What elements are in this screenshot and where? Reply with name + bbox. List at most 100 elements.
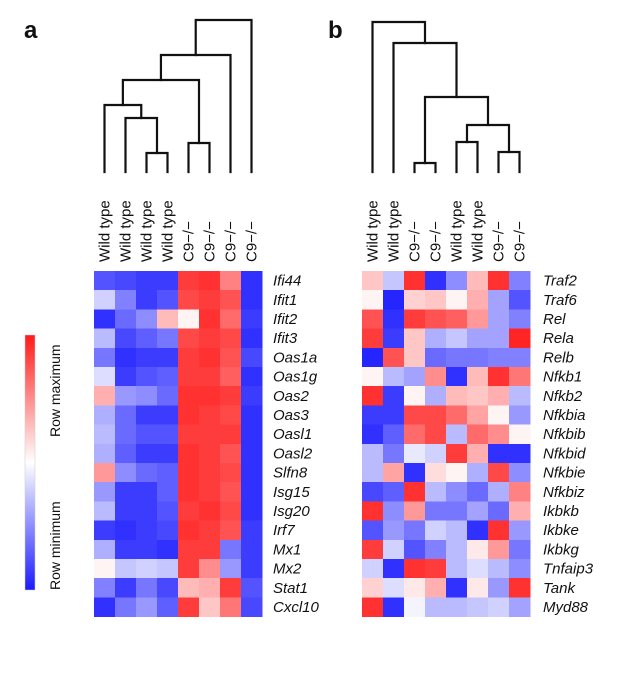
heatmap-cell-ikbke-col-5 [446,520,468,541]
heatmap-cell-ifit3-col-1 [94,328,116,349]
heatmap-cell-ifit3-col-7 [220,328,242,349]
heatmap-cell-nfkb2-col-6 [467,386,489,406]
heatmap-cell-stat1-col-7 [220,578,242,598]
heatmap-cell-tank-col-8 [509,578,531,598]
heatmap-cell-ikbke-col-2 [383,520,405,541]
heatmap-cell-ifit3-col-3 [136,328,158,349]
heatmap-cell-ikbkb-col-1 [362,501,384,521]
heatmap-cell-isg20-col-5 [178,501,200,521]
heatmap-cell-relb-col-2 [383,347,405,368]
heatmap-cell-tank-col-4 [425,578,447,598]
gene-label-irf7: Irf7 [273,522,295,539]
heatmap-cell-ifit3-col-2 [115,328,137,349]
heatmap-cell-nfkbib-col-2 [383,424,405,445]
gene-labels-a: Ifi44 Ifit1 Ifit2 Ifit3 Oas1a Oas1g Oas2 Oas3 Oa… [273,273,320,616]
gene-label-traf6: Traf6 [543,292,578,309]
gene-label-nfkbia: Nfkbia [543,407,586,424]
heatmap-cell-nfkbib-col-5 [446,424,468,445]
heatmap-cell-oas1g-col-1 [94,367,116,387]
heatmap-cell-nfkbid-col-1 [362,443,384,464]
column-label-7: C9−/− [491,221,508,262]
panel-a: a Wild type Wild type Wild type Wild type C9… [24,17,320,617]
panel-b: b Wild type Wild type C9−/− C9−/− Wild type W… [328,17,594,617]
heatmap-cell-irf7-col-8 [241,520,263,541]
heatmap-cell-cxcl10-col-1 [94,597,116,617]
heatmap-cell-slfn8-col-8 [241,463,263,483]
gene-label-relb: Relb [543,349,574,366]
gene-label-oasl1: Oasl1 [273,426,312,443]
panel-letter-a: a [24,17,38,44]
heatmap-cell-mx2-col-2 [115,559,137,579]
heatmap-cell-isg20-col-4 [157,501,179,521]
heatmap-cell-nfkbiz-col-3 [404,482,426,502]
heatmap-cell-mx1-col-7 [220,539,242,560]
heatmap-cell-tank-col-2 [383,578,405,598]
gene-label-nfkbie: Nfkbie [543,465,586,482]
dendrogram-branch-7 [371,20,427,174]
heatmap-cell-stat1-col-2 [115,578,137,598]
heatmap-cell-oas3-col-3 [136,405,158,425]
gene-label-oas2: Oas2 [273,388,310,405]
heatmap-cell-myd88-col-2 [383,597,405,617]
heatmap-cell-ifit2-col-4 [157,309,179,329]
heatmap-cell-ifit2-col-7 [220,309,242,329]
dendrogram-b [371,20,521,174]
heatmap-cell-oasl2-col-1 [94,443,116,464]
heatmap-cell-stat1-col-6 [199,578,221,598]
heatmap-cell-traf2-col-6 [467,271,489,291]
heatmap-cell-stat1-col-1 [94,578,116,598]
gene-label-mx1: Mx1 [273,541,301,558]
heatmap-cell-ikbkb-col-5 [446,501,468,521]
dendrogram-branch-5 [121,78,201,145]
heatmap-cell-oas1g-col-7 [220,367,242,387]
heatmap-cell-slfn8-col-5 [178,463,200,483]
column-label-3: Wild type [139,200,156,262]
gene-label-ifit2: Ifit2 [273,311,298,328]
heatmap-cell-ifit1-col-1 [94,290,116,310]
gene-label-tnfaip3: Tnfaip3 [543,561,594,578]
heatmap-cell-isg15-col-4 [157,482,179,502]
heatmap-cell-mx1-col-8 [241,539,263,560]
heatmap-cell-mx1-col-1 [94,539,116,560]
heatmap-cell-oasl1-col-6 [199,424,221,445]
heatmap-cell-nfkbib-col-6 [467,424,489,445]
heatmap-cell-oas1a-col-8 [241,347,263,368]
gene-label-rel: Rel [543,311,566,328]
gene-label-ifit1: Ifit1 [273,292,297,309]
heatmap-cell-myd88-col-6 [467,597,489,617]
heatmap-cell-stat1-col-3 [136,578,158,598]
heatmap-cell-nfkb2-col-1 [362,386,384,406]
dendrogram-branch-4 [465,123,511,154]
heatmap-cell-oas1g-col-2 [115,367,137,387]
heatmap-cell-nfkb1-col-5 [446,367,468,387]
heatmap-cell-oasl2-col-7 [220,443,242,464]
heatmap-cell-isg15-col-8 [241,482,263,502]
heatmap-cell-myd88-col-1 [362,597,384,617]
heatmap-cell-nfkbia-col-2 [383,405,405,425]
heatmap-cell-nfkbid-col-6 [467,443,489,464]
heatmap-cell-oasl1-col-3 [136,424,158,445]
heatmap-cell-stat1-col-4 [157,578,179,598]
heatmap-cell-oas2-col-3 [136,386,158,406]
heatmap-cell-oas1a-col-3 [136,347,158,368]
gene-label-ikbkb: Ikbkb [543,503,579,520]
heatmap-cell-mx1-col-2 [115,539,137,560]
heatmap-cell-isg20-col-1 [94,501,116,521]
heatmap-cell-nfkbie-col-4 [425,463,447,483]
heatmap-cell-oasl1-col-4 [157,424,179,445]
heatmap-cell-rel-col-8 [509,309,531,329]
heatmap-cell-irf7-col-3 [136,520,158,541]
heatmap-cell-tnfaip3-col-1 [362,559,384,579]
heatmap-cell-nfkbib-col-7 [488,424,510,445]
heatmap-cell-nfkb2-col-3 [404,386,426,406]
column-label-5: Wild type [449,200,466,262]
heatmap-cell-nfkb2-col-2 [383,386,405,406]
heatmap-cell-ifit2-col-6 [199,309,221,329]
heatmap-cell-irf7-col-1 [94,520,116,541]
heatmap-cell-ikbkg-col-7 [488,539,510,560]
heatmap-cell-stat1-col-5 [178,578,200,598]
heatmap-cell-cxcl10-col-6 [199,597,221,617]
heatmap-cell-isg15-col-1 [94,482,116,502]
color-legend: Row minimum Row maximum [24,334,63,591]
